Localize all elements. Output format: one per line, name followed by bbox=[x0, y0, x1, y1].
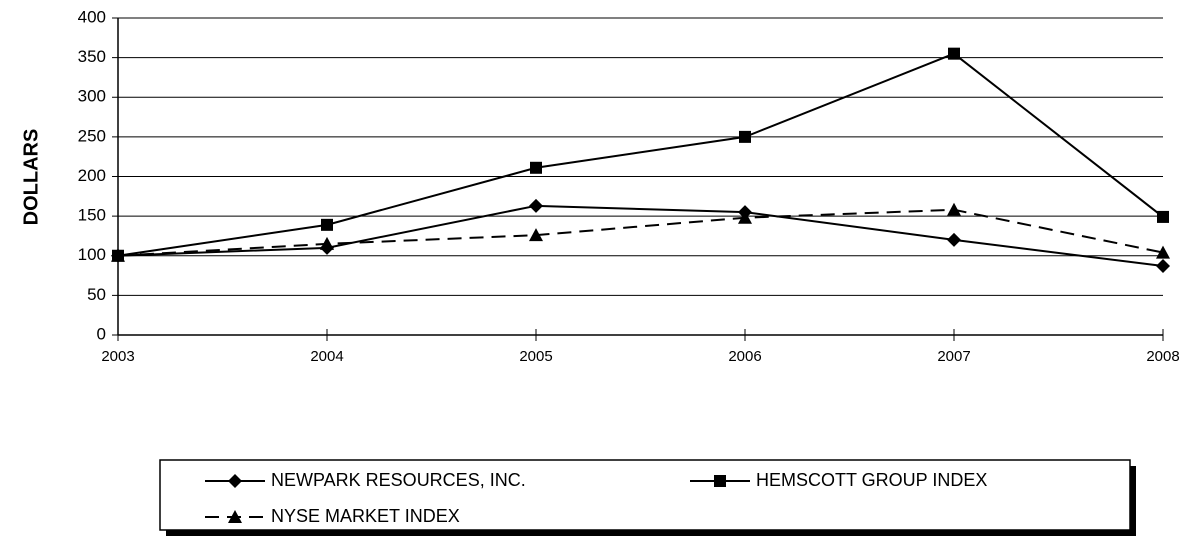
legend-box bbox=[159, 459, 1131, 531]
x-tick-label: 2003 bbox=[101, 348, 134, 365]
data-point bbox=[111, 248, 125, 262]
y-axis-label: DOLLARS bbox=[20, 129, 42, 226]
legend-marker bbox=[228, 510, 242, 523]
y-tick-label: 0 bbox=[97, 324, 106, 343]
legend-marker bbox=[714, 475, 726, 487]
y-tick-label: 200 bbox=[78, 166, 106, 185]
legend-label: NYSE MARKET INDEX bbox=[271, 506, 460, 526]
data-point bbox=[947, 232, 961, 247]
data-point bbox=[529, 228, 543, 242]
legend-label: HEMSCOTT GROUP INDEX bbox=[756, 470, 987, 490]
data-point bbox=[739, 130, 751, 143]
y-tick-label: 300 bbox=[78, 87, 106, 106]
legend-marker bbox=[228, 474, 242, 488]
data-point bbox=[1157, 210, 1169, 223]
x-tick-label: 2004 bbox=[310, 348, 343, 365]
x-tick-label: 2006 bbox=[728, 348, 761, 365]
y-tick-label: 250 bbox=[78, 126, 106, 145]
data-point bbox=[947, 202, 961, 216]
data-point bbox=[529, 198, 543, 213]
data-point bbox=[530, 161, 542, 174]
data-point bbox=[1156, 259, 1170, 274]
data-point bbox=[1156, 245, 1170, 259]
data-point bbox=[738, 210, 752, 224]
y-tick-label: 150 bbox=[78, 206, 106, 225]
series-line bbox=[117, 52, 1164, 257]
data-point bbox=[320, 236, 334, 250]
x-tick-label: 2005 bbox=[519, 348, 552, 365]
y-tick-label: 100 bbox=[78, 245, 106, 264]
y-tick-label: 50 bbox=[87, 285, 106, 304]
legend-label: NEWPARK RESOURCES, INC. bbox=[271, 470, 526, 490]
x-tick-label: 2008 bbox=[1146, 348, 1179, 365]
data-point bbox=[948, 47, 960, 60]
y-tick-label: 350 bbox=[78, 47, 106, 66]
data-point bbox=[321, 218, 333, 231]
x-tick-label: 2007 bbox=[937, 348, 970, 365]
y-tick-label: 400 bbox=[78, 7, 106, 26]
series-line bbox=[117, 204, 1164, 268]
